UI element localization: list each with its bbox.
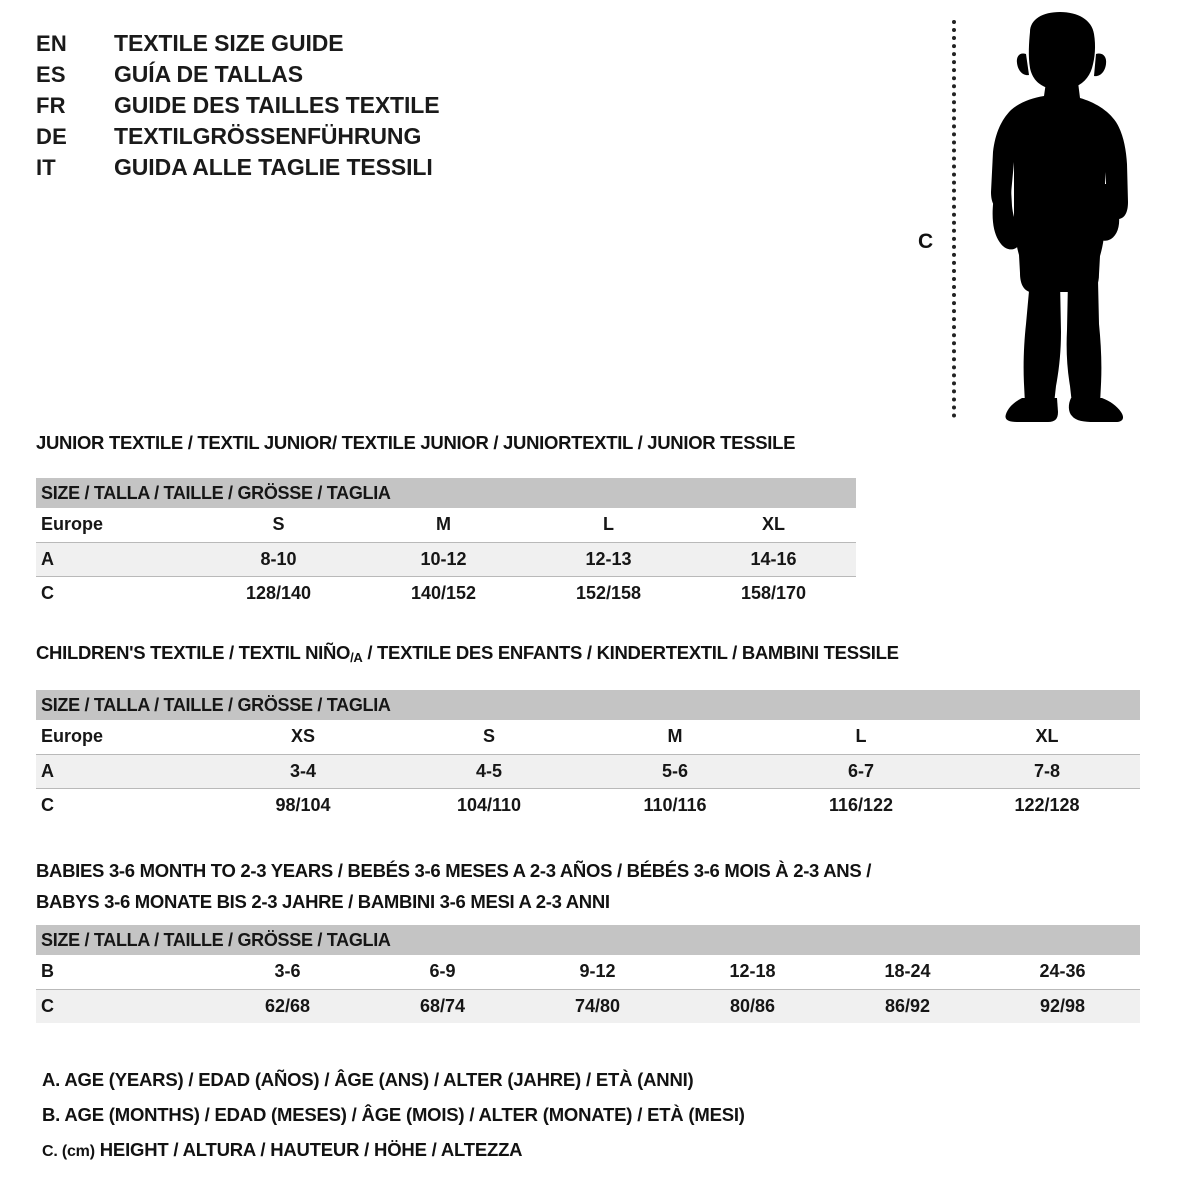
language-code-fr: FR xyxy=(36,93,66,118)
junior-row-c-value-xl: 158/170 xyxy=(691,576,857,610)
children-table-row-a: A 3-4 4-5 5-6 6-7 7-8 xyxy=(36,754,1141,789)
height-dimension-dotted-line xyxy=(952,20,956,418)
section-title-children-post: / TEXTILE DES ENFANTS / KINDERTEXTIL / B… xyxy=(362,642,899,663)
junior-row-a-value-m: 10-12 xyxy=(361,542,526,577)
section-title-babies-line1: BABIES 3-6 MONTH TO 2-3 YEARS / BEBÉS 3-… xyxy=(36,860,872,881)
junior-table-row-a: A 8-10 10-12 12-13 14-16 xyxy=(36,542,857,577)
babies-row-b-value-5: 18-24 xyxy=(830,955,985,990)
children-table-header-row: Europe XS S M L XL xyxy=(36,720,1141,755)
children-row-a-value-xs: 3-4 xyxy=(210,754,396,789)
babies-table-row-b: B 3-6 6-9 9-12 12-18 18-24 24-36 xyxy=(36,955,1141,990)
children-row-a-value-l: 6-7 xyxy=(768,754,954,789)
language-title-en: TEXTILE SIZE GUIDE xyxy=(114,30,344,56)
language-row-es: ES GUÍA DE TALLAS xyxy=(36,61,596,92)
legend-line-c-rest: HEIGHT / ALTURA / HAUTEUR / HÖHE / ALTEZ… xyxy=(94,1139,523,1160)
legend-line-b: B. AGE (MONTHS) / EDAD (MESES) / ÂGE (MO… xyxy=(42,1104,745,1125)
language-row-en: EN TEXTILE SIZE GUIDE xyxy=(36,30,596,61)
language-title-block: EN TEXTILE SIZE GUIDE ES GUÍA DE TALLAS … xyxy=(36,30,596,185)
babies-row-b-value-1: 3-6 xyxy=(210,955,365,990)
junior-size-xl: XL xyxy=(691,508,857,543)
language-code-de: DE xyxy=(36,124,67,149)
babies-size-table: SIZE / TALLA / TAILLE / GRÖSSE / TAGLIA … xyxy=(36,925,1141,1023)
children-table-row-c: C 98/104 104/110 110/116 116/122 122/128 xyxy=(36,788,1141,822)
language-row-fr: FR GUIDE DES TAILLES TEXTILE xyxy=(36,92,596,123)
children-row-c-value-s: 104/110 xyxy=(396,788,582,822)
junior-size-table: SIZE / TALLA / TAILLE / GRÖSSE / TAGLIA … xyxy=(36,478,857,610)
children-row-a-value-s: 4-5 xyxy=(396,754,582,789)
children-row-c-value-xl: 122/128 xyxy=(954,788,1141,822)
junior-row-a-value-l: 12-13 xyxy=(526,542,691,577)
legend-line-c: C. (cm) HEIGHT / ALTURA / HAUTEUR / HÖHE… xyxy=(42,1132,745,1169)
child-silhouette-icon xyxy=(991,12,1128,422)
language-row-de: DE TEXTILGRÖSSENFÜHRUNG xyxy=(36,123,596,154)
junior-row-a-value-s: 8-10 xyxy=(196,542,361,577)
babies-row-c-label: C xyxy=(36,989,210,1023)
babies-row-c-value-5: 86/92 xyxy=(830,989,985,1023)
junior-row-label-europe: Europe xyxy=(36,508,196,543)
children-row-a-label: A xyxy=(36,754,210,789)
babies-table-band: SIZE / TALLA / TAILLE / GRÖSSE / TAGLIA xyxy=(36,925,1141,955)
babies-row-b-value-6: 24-36 xyxy=(985,955,1141,990)
language-code-it: IT xyxy=(36,155,56,180)
language-code-es: ES xyxy=(36,62,66,87)
children-size-m: M xyxy=(582,720,768,755)
junior-row-a-value-xl: 14-16 xyxy=(691,542,857,577)
babies-row-b-label: B xyxy=(36,955,210,990)
junior-table-header-row: Europe S M L XL xyxy=(36,508,857,543)
babies-row-c-value-1: 62/68 xyxy=(210,989,365,1023)
junior-table-row-c: C 128/140 140/152 152/158 158/170 xyxy=(36,576,857,610)
junior-size-m: M xyxy=(361,508,526,543)
junior-size-l: L xyxy=(526,508,691,543)
babies-row-c-value-4: 80/86 xyxy=(675,989,830,1023)
children-size-xl: XL xyxy=(954,720,1141,755)
height-measurement-figure: C xyxy=(900,12,1150,422)
language-title-it: GUIDA ALLE TAGLIE TESSILI xyxy=(114,154,433,180)
legend-line-a: A. AGE (YEARS) / EDAD (AÑOS) / ÂGE (ANS)… xyxy=(42,1069,694,1090)
section-title-junior: JUNIOR TEXTILE / TEXTIL JUNIOR/ TEXTILE … xyxy=(36,432,796,453)
babies-row-b-value-4: 12-18 xyxy=(675,955,830,990)
junior-table-band: SIZE / TALLA / TAILLE / GRÖSSE / TAGLIA xyxy=(36,478,857,508)
babies-row-b-value-2: 6-9 xyxy=(365,955,520,990)
junior-row-c-label: C xyxy=(36,576,196,610)
children-row-c-value-xs: 98/104 xyxy=(210,788,396,822)
section-title-babies: BABIES 3-6 MONTH TO 2-3 YEARS / BEBÉS 3-… xyxy=(36,855,871,917)
children-band-label: SIZE / TALLA / TAILLE / GRÖSSE / TAGLIA xyxy=(36,690,1141,720)
language-code-en: EN xyxy=(36,31,67,56)
children-row-c-value-l: 116/122 xyxy=(768,788,954,822)
language-title-fr: GUIDE DES TAILLES TEXTILE xyxy=(114,92,440,118)
measurement-legend: A. AGE (YEARS) / EDAD (AÑOS) / ÂGE (ANS)… xyxy=(42,1062,745,1169)
section-title-children-pre: CHILDREN'S TEXTILE / TEXTIL NIÑO xyxy=(36,642,351,663)
junior-band-label: SIZE / TALLA / TAILLE / GRÖSSE / TAGLIA xyxy=(36,478,857,508)
junior-row-a-label: A xyxy=(36,542,196,577)
babies-row-b-value-3: 9-12 xyxy=(520,955,675,990)
section-title-children: CHILDREN'S TEXTILE / TEXTIL NIÑO/A / TEX… xyxy=(36,642,899,665)
height-dimension-label: C xyxy=(918,230,934,253)
language-row-it: IT GUIDA ALLE TAGLIE TESSILI xyxy=(36,154,596,185)
language-title-es: GUÍA DE TALLAS xyxy=(114,61,303,87)
children-row-label-europe: Europe xyxy=(36,720,210,755)
legend-line-c-unit: C. (cm) xyxy=(42,1143,95,1160)
junior-row-c-value-m: 140/152 xyxy=(361,576,526,610)
children-row-a-value-m: 5-6 xyxy=(582,754,768,789)
section-title-children-sub: /A xyxy=(350,650,363,665)
section-title-babies-line2: BABYS 3-6 MONATE BIS 2-3 JAHRE / BAMBINI… xyxy=(36,891,610,912)
babies-row-c-value-6: 92/98 xyxy=(985,989,1141,1023)
junior-row-c-value-s: 128/140 xyxy=(196,576,361,610)
children-row-a-value-xl: 7-8 xyxy=(954,754,1141,789)
babies-table-row-c: C 62/68 68/74 74/80 80/86 86/92 92/98 xyxy=(36,989,1141,1023)
children-row-c-value-m: 110/116 xyxy=(582,788,768,822)
children-size-xs: XS xyxy=(210,720,396,755)
children-row-c-label: C xyxy=(36,788,210,822)
babies-band-label: SIZE / TALLA / TAILLE / GRÖSSE / TAGLIA xyxy=(36,925,1141,955)
babies-row-c-value-3: 74/80 xyxy=(520,989,675,1023)
language-title-de: TEXTILGRÖSSENFÜHRUNG xyxy=(114,123,422,149)
babies-row-c-value-2: 68/74 xyxy=(365,989,520,1023)
children-table-band: SIZE / TALLA / TAILLE / GRÖSSE / TAGLIA xyxy=(36,690,1141,720)
junior-size-s: S xyxy=(196,508,361,543)
children-size-table: SIZE / TALLA / TAILLE / GRÖSSE / TAGLIA … xyxy=(36,690,1141,822)
junior-row-c-value-l: 152/158 xyxy=(526,576,691,610)
children-size-l: L xyxy=(768,720,954,755)
children-size-s: S xyxy=(396,720,582,755)
